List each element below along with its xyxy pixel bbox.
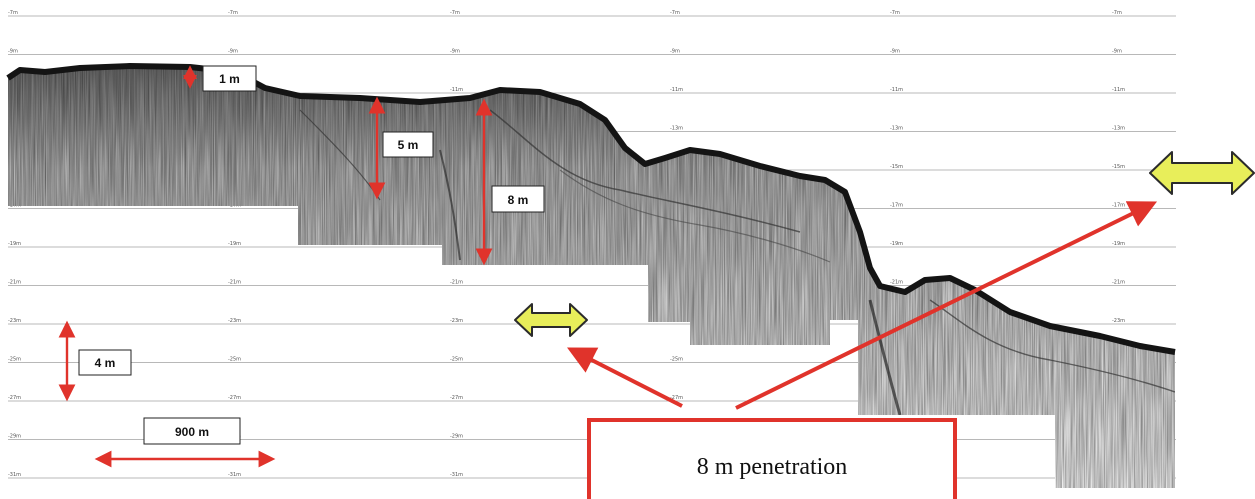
measurement-1m: 1 m — [183, 65, 257, 92]
depth-label: -25m — [228, 357, 241, 363]
depth-label: -21m — [890, 280, 903, 286]
depth-label: -19m — [228, 241, 241, 247]
depth-label: -23m — [1112, 318, 1125, 324]
depth-label: -15m — [1112, 164, 1125, 170]
depth-label: -13m — [890, 126, 903, 132]
label-900m: 900 m — [175, 425, 209, 439]
depth-label: -7m — [1112, 10, 1122, 16]
depth-label: -11m — [1112, 87, 1125, 93]
depth-label: -25m — [8, 357, 21, 363]
penetration-callout: 8 m penetration — [587, 418, 957, 499]
depth-label: -9m — [670, 49, 680, 55]
depth-label: -31m — [8, 472, 21, 478]
depth-label: -15m — [890, 164, 903, 170]
depth-label: -27m — [8, 395, 21, 401]
depth-label: -9m — [890, 49, 900, 55]
depth-label: -13m — [1112, 126, 1125, 132]
depth-label: -23m — [228, 318, 241, 324]
depth-label: -9m — [450, 49, 460, 55]
depth-label: -7m — [228, 10, 238, 16]
depth-label: -19m — [1112, 241, 1125, 247]
depth-label: -31m — [450, 472, 463, 478]
depth-label: -31m — [228, 472, 241, 478]
double-arrow-right — [1149, 151, 1255, 195]
horizontal-scale-bar: 900 m — [94, 417, 276, 468]
depth-label: -11m — [450, 87, 463, 93]
depth-label: -7m — [890, 10, 900, 16]
label-8m: 8 m — [508, 193, 529, 207]
label-1m: 1 m — [219, 72, 240, 86]
label-4m: 4 m — [95, 356, 116, 370]
depth-label: -17m — [890, 203, 903, 209]
depth-label: -21m — [8, 280, 21, 286]
depth-label: -13m — [670, 126, 683, 132]
double-arrow-left — [514, 303, 588, 337]
depth-label: -25m — [670, 357, 683, 363]
depth-label: -19m — [8, 241, 21, 247]
measurement-8m: 8 m — [475, 98, 545, 266]
depth-label: -21m — [1112, 280, 1125, 286]
vertical-scale-bar: 4 m — [58, 320, 132, 402]
depth-label: -29m — [450, 434, 463, 440]
depth-label: -7m — [8, 10, 18, 16]
depth-label: -7m — [670, 10, 680, 16]
depth-label: -27m — [670, 395, 683, 401]
depth-label: -21m — [228, 280, 241, 286]
depth-label: -17m — [1112, 203, 1125, 209]
measurement-5m: 5 m — [368, 96, 434, 200]
depth-label: -9m — [228, 49, 238, 55]
depth-label: -7m — [450, 10, 460, 16]
depth-label: -19m — [890, 241, 903, 247]
depth-label: -27m — [228, 395, 241, 401]
depth-label: -23m — [450, 318, 463, 324]
depth-label: -11m — [890, 87, 903, 93]
depth-label: -11m — [670, 87, 683, 93]
depth-label: -9m — [8, 49, 18, 55]
label-5m: 5 m — [398, 138, 419, 152]
depth-label: -23m — [8, 318, 21, 324]
depth-label: -29m — [8, 434, 21, 440]
depth-label: -9m — [1112, 49, 1122, 55]
callout-text: 8 m penetration — [697, 454, 848, 480]
depth-label: -27m — [450, 395, 463, 401]
depth-label: -21m — [450, 280, 463, 286]
callout-pointer-arrows — [567, 201, 1158, 410]
depth-label: -25m — [450, 357, 463, 363]
